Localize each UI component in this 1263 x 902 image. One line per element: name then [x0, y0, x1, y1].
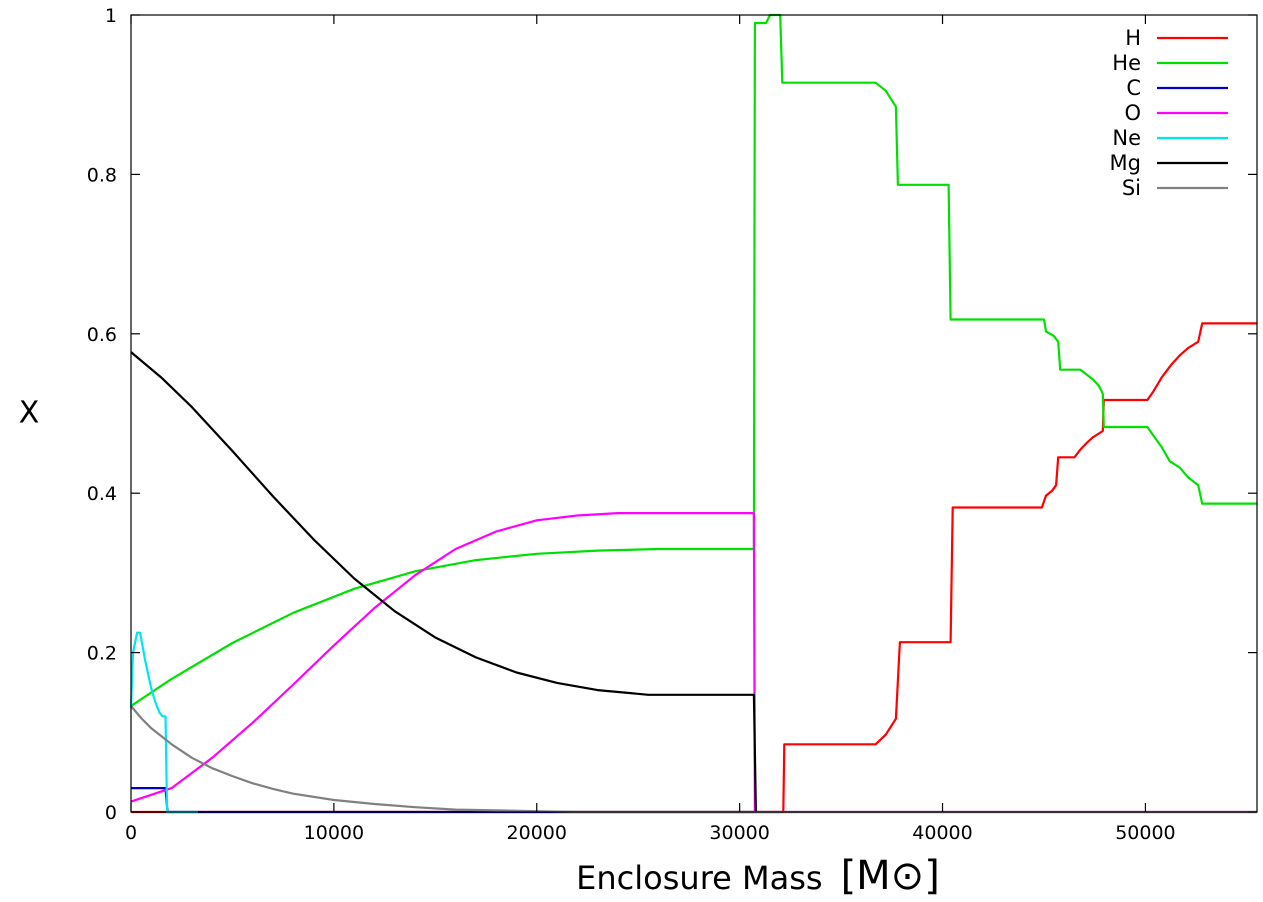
x-tick-label: 20000: [507, 822, 567, 844]
x-axis-title-text: Enclosure Mass: [576, 859, 822, 897]
series-layer: [129, 13, 1257, 814]
legend-label-h: H: [1125, 26, 1141, 50]
series-line-ne: [129, 631, 198, 814]
legend-label-mg: Mg: [1110, 151, 1141, 175]
x-tick-label: 50000: [1115, 822, 1175, 844]
legend-label-o: O: [1124, 101, 1141, 125]
series-line-h: [131, 322, 1257, 814]
y-tick-label: 0: [105, 802, 117, 824]
legend-label-si: Si: [1122, 176, 1141, 200]
y-tick-label: 0.4: [87, 483, 117, 505]
legend-label-c: C: [1126, 76, 1141, 100]
legend-label-ne: Ne: [1112, 126, 1141, 150]
x-axis-unit: [M⊙]: [841, 853, 940, 899]
series-line-o: [130, 512, 1257, 814]
y-axis-title: X: [19, 396, 40, 431]
series-line-he: [130, 13, 1257, 707]
y-tick-label: 0.6: [87, 324, 117, 346]
series-line-mg: [130, 351, 757, 813]
x-tick-label: 10000: [304, 822, 364, 844]
ticks-layer: 0 10000 20000 30000 40000 50000 0 0.2 0.4 0.6 0.8 1: [87, 5, 1257, 844]
legend-label-he: He: [1112, 51, 1141, 75]
y-tick-label: 0.8: [87, 164, 117, 186]
y-tick-label: 1: [105, 5, 117, 27]
y-tick-label: 0.2: [87, 643, 117, 665]
x-tick-label: 40000: [912, 822, 972, 844]
x-axis-title: Enclosure Mass [M⊙]: [576, 853, 940, 899]
x-tick-label: 0: [125, 822, 137, 844]
series-line-si: [130, 705, 1257, 814]
plot-frame: [130, 14, 1258, 813]
x-tick-label: 30000: [709, 822, 769, 844]
